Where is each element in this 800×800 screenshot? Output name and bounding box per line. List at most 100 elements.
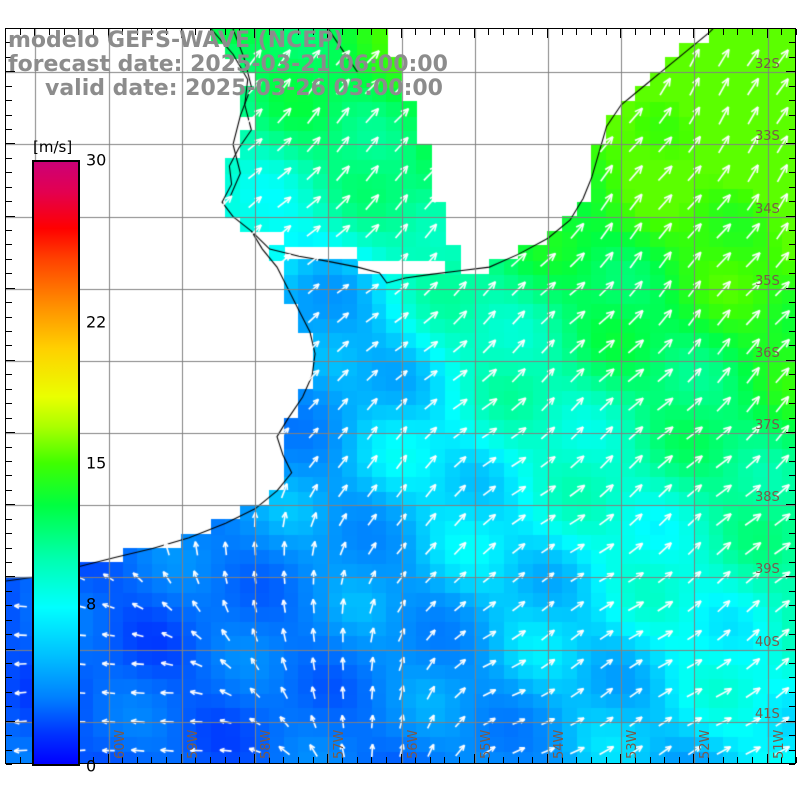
axis-tick bbox=[6, 86, 12, 87]
axis-tick bbox=[166, 29, 167, 35]
axis-tick bbox=[664, 757, 665, 763]
axis-tick bbox=[298, 757, 299, 763]
axis-tick bbox=[562, 29, 563, 35]
axis-tick bbox=[591, 29, 592, 35]
axis-tick bbox=[6, 374, 12, 375]
axis-tick bbox=[767, 754, 768, 763]
latitude-label: 32S bbox=[755, 57, 780, 73]
axis-tick bbox=[786, 360, 795, 361]
axis-tick bbox=[635, 29, 636, 35]
axis-tick bbox=[342, 757, 343, 763]
axis-tick bbox=[789, 764, 795, 765]
longitude-label: 51W bbox=[771, 729, 787, 759]
axis-tick bbox=[6, 187, 12, 188]
axis-tick bbox=[20, 29, 21, 35]
axis-tick bbox=[122, 757, 123, 763]
latitude-label: 40S bbox=[755, 634, 780, 650]
axis-tick bbox=[789, 187, 795, 188]
axis-tick bbox=[723, 29, 724, 35]
axis-tick bbox=[789, 317, 795, 318]
axis-tick bbox=[723, 757, 724, 763]
axis-tick bbox=[679, 757, 680, 763]
axis-tick bbox=[371, 29, 372, 35]
axis-tick bbox=[737, 29, 738, 35]
axis-tick bbox=[789, 28, 795, 29]
axis-tick bbox=[786, 288, 795, 289]
axis-tick bbox=[6, 649, 15, 650]
axis-tick bbox=[789, 389, 795, 390]
axis-tick bbox=[789, 172, 795, 173]
axis-tick bbox=[357, 29, 358, 35]
axis-tick bbox=[401, 754, 402, 763]
colorbar-tick-label: 30 bbox=[86, 150, 107, 170]
axis-tick bbox=[789, 244, 795, 245]
axis-tick bbox=[576, 757, 577, 763]
axis-tick bbox=[635, 757, 636, 763]
axis-tick bbox=[6, 100, 12, 101]
axis-tick bbox=[6, 71, 15, 72]
axis-tick bbox=[313, 757, 314, 763]
axis-tick bbox=[108, 754, 109, 763]
axis-tick bbox=[737, 757, 738, 763]
axis-tick bbox=[254, 754, 255, 763]
axis-tick bbox=[6, 115, 12, 116]
axis-tick bbox=[789, 86, 795, 87]
axis-tick bbox=[789, 562, 795, 563]
axis-tick bbox=[789, 273, 795, 274]
axis-tick bbox=[6, 432, 15, 433]
axis-tick bbox=[789, 533, 795, 534]
axis-tick bbox=[786, 71, 795, 72]
axis-tick bbox=[20, 757, 21, 763]
axis-tick bbox=[6, 591, 12, 592]
axis-tick bbox=[789, 201, 795, 202]
axis-tick bbox=[789, 692, 795, 693]
axis-tick bbox=[386, 757, 387, 763]
axis-tick bbox=[789, 230, 795, 231]
axis-tick bbox=[210, 757, 211, 763]
axis-tick bbox=[6, 475, 12, 476]
axis-tick bbox=[789, 115, 795, 116]
axis-tick bbox=[693, 754, 694, 763]
axis-tick bbox=[239, 29, 240, 35]
axis-tick bbox=[49, 29, 50, 35]
axis-tick bbox=[108, 29, 109, 38]
axis-tick bbox=[789, 42, 795, 43]
axis-tick bbox=[357, 757, 358, 763]
axis-tick bbox=[5, 29, 6, 35]
colorbar-tick-label: 0 bbox=[86, 756, 97, 776]
axis-tick bbox=[650, 757, 651, 763]
axis-tick bbox=[786, 216, 795, 217]
axis-tick bbox=[210, 29, 211, 35]
axis-tick bbox=[181, 29, 182, 38]
axis-tick bbox=[269, 757, 270, 763]
longitude-label: 55W bbox=[478, 729, 494, 759]
axis-tick bbox=[789, 345, 795, 346]
axis-tick bbox=[789, 605, 795, 606]
axis-tick bbox=[708, 757, 709, 763]
colorbar-tick-label: 22 bbox=[86, 312, 107, 332]
latitude-label: 38S bbox=[755, 490, 780, 506]
axis-tick bbox=[239, 757, 240, 763]
axis-tick bbox=[5, 757, 6, 763]
axis-tick bbox=[151, 29, 152, 35]
axis-tick bbox=[679, 29, 680, 35]
latitude-label: 36S bbox=[755, 345, 780, 361]
axis-tick bbox=[459, 29, 460, 35]
axis-tick bbox=[6, 129, 12, 130]
axis-tick bbox=[6, 750, 12, 751]
axis-tick bbox=[6, 158, 12, 159]
axis-tick bbox=[606, 757, 607, 763]
axis-tick bbox=[789, 591, 795, 592]
axis-tick bbox=[6, 764, 12, 765]
axis-tick bbox=[6, 461, 12, 462]
map-canvas-area bbox=[6, 29, 795, 763]
axis-tick bbox=[789, 735, 795, 736]
axis-tick bbox=[786, 432, 795, 433]
axis-tick bbox=[789, 100, 795, 101]
axis-tick bbox=[6, 230, 12, 231]
axis-tick bbox=[650, 29, 651, 35]
axis-tick bbox=[693, 29, 694, 38]
axis-tick bbox=[752, 757, 753, 763]
axis-tick bbox=[562, 757, 563, 763]
